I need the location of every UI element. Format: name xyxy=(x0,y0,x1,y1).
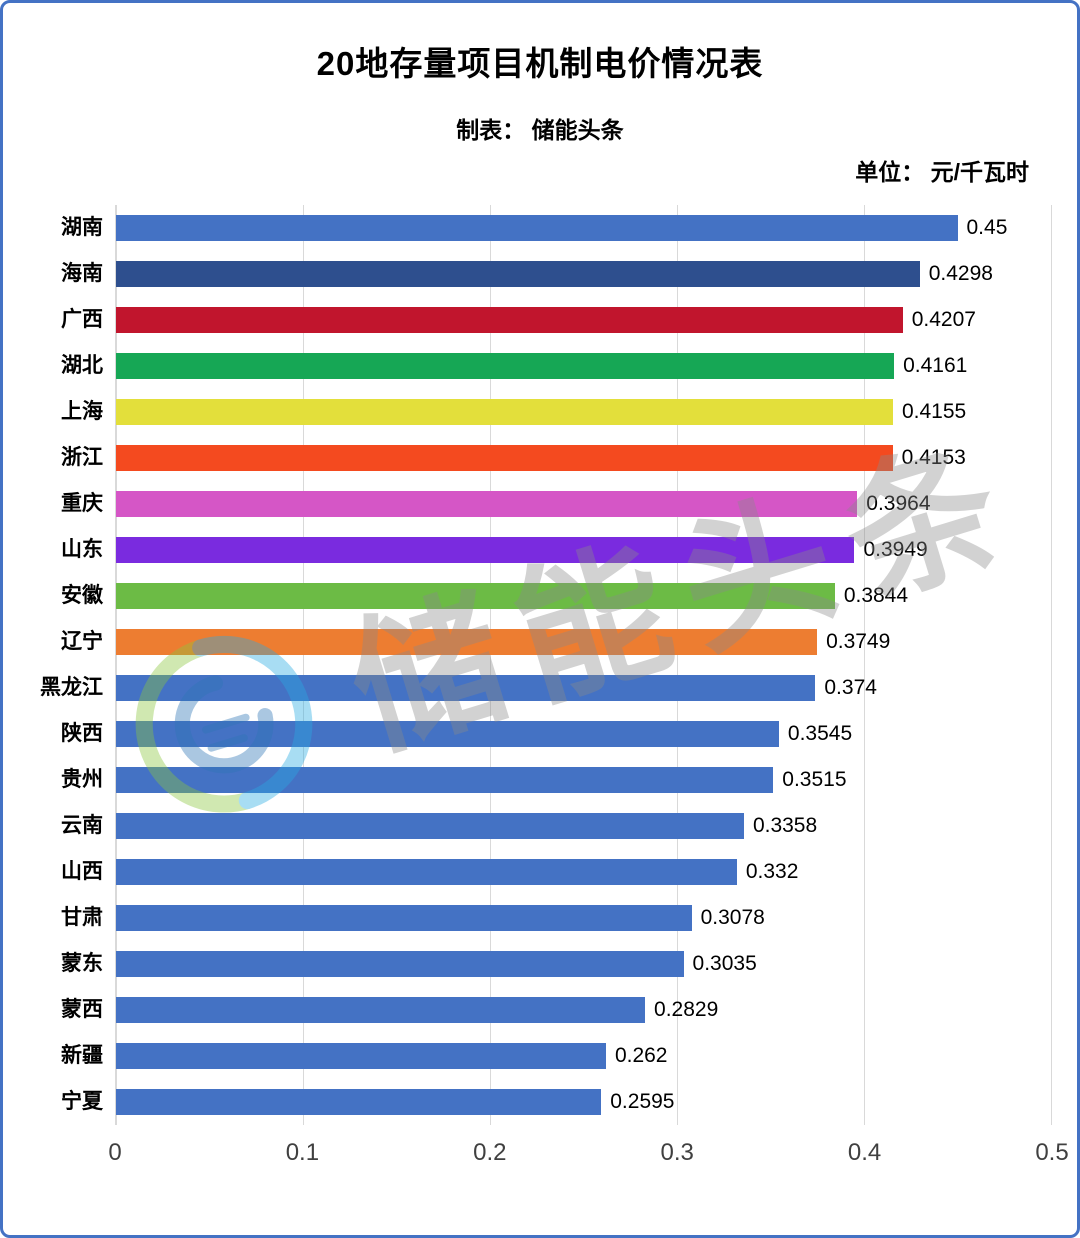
bar xyxy=(116,537,855,563)
bar-row: 0.3844 xyxy=(116,573,1051,619)
x-tick-label: 0 xyxy=(108,1139,122,1166)
category-label: 湖北 xyxy=(61,354,103,377)
bar xyxy=(116,353,895,379)
bar-row: 0.3949 xyxy=(116,527,1051,573)
unit-label: 单位： 元/千瓦时 xyxy=(855,159,1029,185)
plot-area: 0.45 0.4298 0.4207 0.4161 0.4155 0.4153 0.3964… xyxy=(115,205,1052,1125)
bar xyxy=(116,1089,602,1115)
bar xyxy=(116,859,737,885)
bar-row: 0.4298 xyxy=(116,251,1051,297)
bar-row: 0.3749 xyxy=(116,619,1051,665)
bar xyxy=(116,445,893,471)
value-label: 0.3844 xyxy=(843,584,909,607)
chart-subtitle: 制表： 储能头条 xyxy=(456,117,624,143)
value-label: 0.3749 xyxy=(826,630,891,653)
value-label: 0.2829 xyxy=(654,998,719,1021)
category-label: 新疆 xyxy=(61,1044,103,1067)
value-label: 0.4207 xyxy=(911,308,976,331)
x-tick-label: 0.3 xyxy=(660,1139,694,1166)
x-tick-label: 0.2 xyxy=(473,1139,507,1166)
bar-row: 0.3035 xyxy=(116,941,1051,987)
bar xyxy=(116,215,958,241)
bar xyxy=(116,399,893,425)
value-label: 0.4153 xyxy=(901,446,966,469)
value-label: 0.45 xyxy=(966,216,1008,239)
bar xyxy=(116,629,818,655)
value-label: 0.2595 xyxy=(610,1090,675,1113)
category-label: 湖南 xyxy=(61,216,103,239)
category-label: 山东 xyxy=(61,538,103,561)
bar xyxy=(116,721,779,747)
bar-row: 0.4155 xyxy=(116,389,1051,435)
bar xyxy=(116,261,920,287)
bar xyxy=(116,951,684,977)
value-label: 0.262 xyxy=(614,1044,668,1067)
bar-row: 0.45 xyxy=(116,205,1051,251)
bar-row: 0.3515 xyxy=(116,757,1051,803)
category-label: 贵州 xyxy=(61,768,103,791)
bar xyxy=(116,491,858,517)
bar-row: 0.4153 xyxy=(116,435,1051,481)
bar-row: 0.2595 xyxy=(116,1079,1051,1125)
category-label: 山西 xyxy=(61,860,103,883)
x-tick-label: 0.1 xyxy=(285,1139,320,1166)
value-label: 0.4161 xyxy=(903,354,968,377)
x-axis: 0 0.1 0.2 0.3 0.4 0.5 xyxy=(108,1125,1068,1183)
category-label: 重庆 xyxy=(61,492,103,515)
category-label: 广西 xyxy=(61,308,103,331)
bar-row: 0.4161 xyxy=(116,343,1051,389)
bar-row: 0.3545 xyxy=(116,711,1051,757)
bar-row: 0.332 xyxy=(116,849,1051,895)
value-label: 0.3035 xyxy=(692,952,757,975)
category-label: 蒙西 xyxy=(61,998,103,1021)
category-label: 蒙东 xyxy=(61,952,103,975)
value-label: 0.3545 xyxy=(787,722,853,745)
category-label: 上海 xyxy=(61,400,103,423)
category-label: 海南 xyxy=(61,262,103,285)
chart-title: 20地存量项目机制电价情况表 xyxy=(316,45,764,82)
labels-column: 湖南海南广西湖北上海浙江重庆山东安徽辽宁黑龙江陕西贵州云南山西甘肃蒙东蒙西新疆宁… xyxy=(3,205,115,1125)
bar-row: 0.4207 xyxy=(116,297,1051,343)
bar xyxy=(116,675,816,701)
category-label: 安徽 xyxy=(61,584,103,607)
value-label: 0.3358 xyxy=(752,814,818,837)
bar xyxy=(116,307,903,333)
value-label: 0.3515 xyxy=(782,768,847,791)
category-label: 宁夏 xyxy=(61,1090,103,1113)
value-label: 0.3949 xyxy=(863,538,928,561)
value-label: 0.4298 xyxy=(928,262,993,285)
bar xyxy=(116,1043,606,1069)
category-label: 浙江 xyxy=(61,446,103,469)
category-label: 黑龙江 xyxy=(40,676,103,699)
value-label: 0.3964 xyxy=(866,492,931,515)
category-label: 云南 xyxy=(61,814,103,837)
category-label: 辽宁 xyxy=(61,630,103,653)
bar-row: 0.374 xyxy=(116,665,1051,711)
category-label: 陕西 xyxy=(61,722,103,745)
bar xyxy=(116,905,692,931)
bar-chart: 湖南海南广西湖北上海浙江重庆山东安徽辽宁黑龙江陕西贵州云南山西甘肃蒙东蒙西新疆宁… xyxy=(3,205,1052,1125)
x-tick-label: 0.5 xyxy=(1035,1139,1069,1166)
value-label: 0.332 xyxy=(745,860,799,883)
value-label: 0.4155 xyxy=(901,400,967,423)
bar xyxy=(116,583,835,609)
bar-row: 0.262 xyxy=(116,1033,1051,1079)
bar xyxy=(116,813,744,839)
value-label: 0.3078 xyxy=(700,906,765,929)
bar xyxy=(116,997,646,1023)
value-label: 0.374 xyxy=(824,676,877,699)
category-label: 甘肃 xyxy=(61,906,103,929)
bar-row: 0.2829 xyxy=(116,987,1051,1033)
bar-row: 0.3078 xyxy=(116,895,1051,941)
x-tick-label: 0.4 xyxy=(847,1139,882,1166)
bar xyxy=(116,767,774,793)
bar-row: 0.3964 xyxy=(116,481,1051,527)
bar-row: 0.3358 xyxy=(116,803,1051,849)
